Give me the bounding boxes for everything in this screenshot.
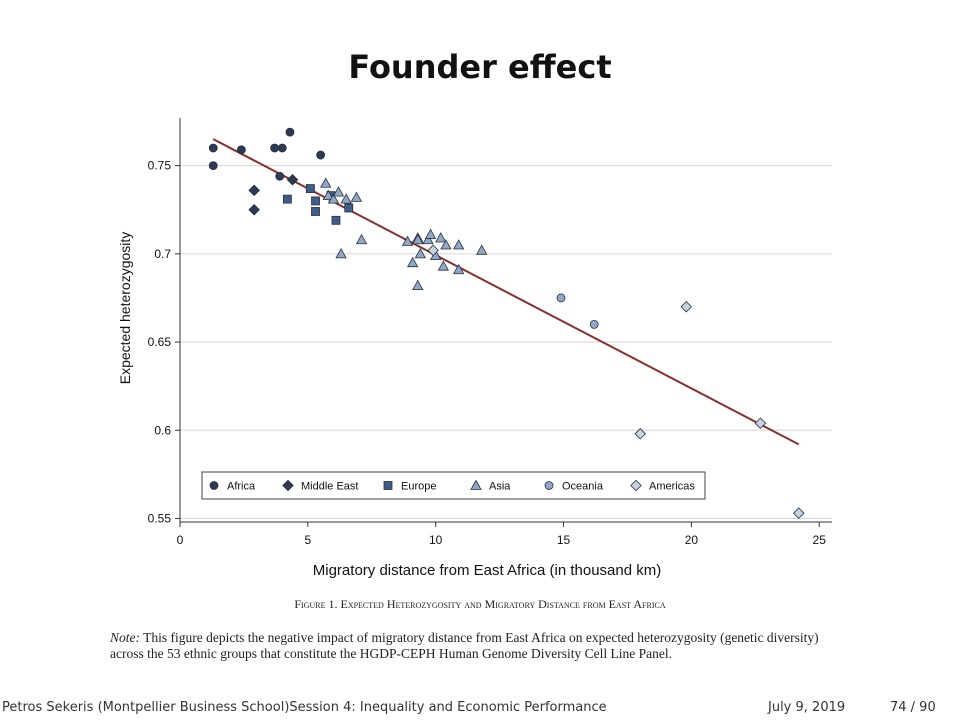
note-text: This figure depicts the negative impact … — [110, 630, 819, 661]
point-asia — [401, 235, 414, 246]
point-africa — [285, 127, 295, 137]
point-americas — [634, 428, 647, 440]
point-asia — [355, 233, 368, 245]
note-label: Note: — [110, 630, 140, 645]
legend-label: Middle East — [301, 481, 358, 493]
point-asia — [332, 186, 345, 197]
legend-marker-africa — [209, 481, 219, 490]
footer-session: Session 4: Inequality and Economic Perfo… — [289, 700, 607, 715]
point-africa — [270, 143, 280, 153]
data-points — [208, 127, 805, 519]
fit-line-layer — [212, 138, 800, 446]
point-africa — [316, 150, 326, 160]
fitted-line — [212, 138, 800, 446]
point-americas — [427, 244, 439, 257]
point-asia — [412, 233, 424, 245]
footer-author-session: Petros Sekeris (Montpellier Business Sch… — [2, 700, 607, 715]
point-asia — [320, 177, 332, 188]
y-tick-label: 0.7 — [154, 247, 171, 261]
point-asia — [322, 189, 334, 201]
point-asia — [327, 193, 340, 204]
legend: Africa Middle East Europe Asia Oceania Americ… — [201, 471, 706, 500]
point-americas — [792, 507, 805, 519]
point-asia — [406, 256, 419, 268]
figure-caption: Figure 1. Expected Heterozygosity and Mi… — [294, 597, 666, 611]
point-asia — [453, 263, 465, 275]
point-americas — [754, 417, 767, 429]
legend-marker-americas — [630, 479, 642, 492]
x-tick-label: 0 — [177, 533, 184, 547]
point-middle-east — [248, 184, 260, 197]
axes: 0.55 0.6 0.65 0.7 0.75 0 5 10 15 20 25 — [148, 118, 832, 547]
legend-label: Oceania — [562, 481, 604, 493]
point-europe — [311, 196, 320, 206]
figure-note: Note: This figure depicts the negative i… — [110, 630, 840, 662]
footer-author: Petros Sekeris (Montpellier Business Sch… — [2, 700, 290, 715]
point-europe — [311, 207, 320, 216]
legend-marker-europe — [383, 481, 393, 490]
point-middle-east — [248, 203, 260, 216]
legend-box — [201, 471, 706, 500]
y-tick-label: 0.65 — [148, 335, 172, 349]
point-asia — [424, 228, 437, 239]
x-tick-label: 10 — [429, 533, 443, 547]
x-tick-label: 5 — [304, 533, 311, 547]
legend-label: Europe — [401, 481, 436, 493]
point-asia — [412, 279, 424, 290]
x-tick-label: 15 — [557, 533, 571, 547]
point-asia — [453, 239, 465, 250]
point-asia — [435, 232, 447, 243]
point-africa — [236, 145, 246, 155]
point-africa — [275, 171, 285, 181]
point-europe — [331, 215, 341, 225]
legend-label: Asia — [489, 481, 511, 493]
y-tick-label: 0.75 — [148, 159, 172, 173]
x-tick-label: 20 — [685, 533, 699, 547]
legend-marker-middle-east — [282, 479, 294, 492]
x-tick-label: 25 — [813, 533, 827, 547]
point-africa — [277, 143, 287, 153]
point-asia — [440, 239, 452, 250]
point-oceania — [589, 320, 599, 329]
slide-footer: Petros Sekeris (Montpellier Business Sch… — [0, 698, 960, 720]
point-middle-east — [286, 173, 299, 186]
legend-marker-asia — [470, 479, 482, 490]
point-europe — [305, 184, 315, 193]
point-europe — [344, 203, 354, 213]
footer-date: July 9, 2019 — [768, 700, 846, 715]
legend-label: Americas — [649, 481, 695, 493]
point-africa — [208, 143, 218, 153]
point-europe — [282, 194, 292, 204]
y-tick-label: 0.55 — [148, 511, 172, 525]
point-asia — [422, 233, 434, 245]
scatter-chart: 0.55 0.6 0.65 0.7 0.75 0 5 10 15 20 25 Africa Middl… — [117, 118, 832, 579]
point-oceania — [556, 293, 566, 303]
y-tick-label: 0.6 — [154, 423, 171, 437]
slide-title: Founder effect — [348, 48, 612, 86]
point-asia — [335, 248, 347, 259]
footer-page-number: 74 / 90 — [890, 700, 936, 715]
grid-lines — [180, 165, 832, 519]
point-asia — [340, 193, 352, 204]
legend-marker-oceania — [544, 481, 554, 490]
point-africa — [208, 161, 218, 171]
point-asia — [476, 244, 488, 255]
x-axis-label: Migratory distance from East Africa (in … — [313, 562, 661, 579]
point-asia — [437, 260, 450, 271]
legend-label: Africa — [227, 481, 256, 493]
y-axis-label: Expected heterozygosity — [117, 232, 133, 385]
point-asia — [350, 191, 363, 202]
point-americas — [680, 301, 693, 313]
point-asia — [414, 248, 427, 259]
